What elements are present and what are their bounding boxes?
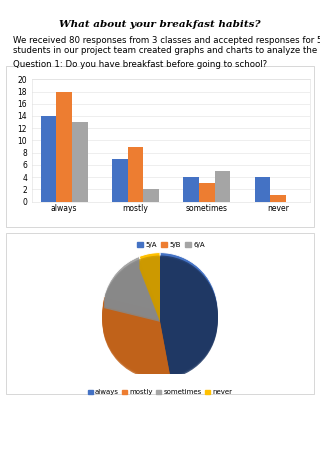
Wedge shape bbox=[104, 260, 160, 313]
Bar bbox=[199, 183, 215, 202]
Wedge shape bbox=[102, 299, 171, 371]
Wedge shape bbox=[160, 263, 218, 377]
Wedge shape bbox=[102, 305, 171, 376]
Wedge shape bbox=[104, 265, 160, 319]
Wedge shape bbox=[160, 254, 218, 368]
Bar bbox=[112, 159, 128, 202]
Bar bbox=[72, 122, 88, 202]
Bar bbox=[41, 116, 56, 202]
Text: students in our project team created graphs and charts to analyze the results in: students in our project team created gra… bbox=[13, 46, 320, 55]
Wedge shape bbox=[104, 267, 160, 320]
Wedge shape bbox=[160, 260, 218, 374]
Wedge shape bbox=[139, 254, 160, 312]
Wedge shape bbox=[102, 307, 171, 378]
Wedge shape bbox=[102, 301, 171, 372]
Wedge shape bbox=[139, 264, 160, 322]
Wedge shape bbox=[160, 253, 218, 367]
Wedge shape bbox=[104, 262, 160, 316]
Bar bbox=[183, 177, 199, 202]
Wedge shape bbox=[139, 260, 160, 318]
Wedge shape bbox=[139, 261, 160, 319]
Wedge shape bbox=[139, 255, 160, 313]
Bar bbox=[56, 92, 72, 202]
Bar bbox=[255, 177, 270, 202]
Text: We received 80 responses from 3 classes and accepted responses for 5 days. A gro: We received 80 responses from 3 classes … bbox=[13, 36, 320, 45]
Text: Question 1: Do you have breakfast before going to school?: Question 1: Do you have breakfast before… bbox=[13, 60, 267, 69]
Wedge shape bbox=[104, 256, 160, 310]
Bar bbox=[128, 146, 143, 202]
Wedge shape bbox=[160, 257, 218, 371]
Wedge shape bbox=[104, 261, 160, 315]
Wedge shape bbox=[139, 257, 160, 315]
Wedge shape bbox=[139, 263, 160, 320]
Text: What about your breakfast habits?: What about your breakfast habits? bbox=[59, 20, 261, 29]
Wedge shape bbox=[102, 308, 171, 380]
Wedge shape bbox=[160, 261, 218, 376]
Bar bbox=[215, 171, 230, 202]
Wedge shape bbox=[104, 268, 160, 322]
Wedge shape bbox=[104, 258, 160, 312]
Wedge shape bbox=[160, 264, 218, 379]
Wedge shape bbox=[139, 253, 160, 310]
Legend: always, mostly, sometimes, never: always, mostly, sometimes, never bbox=[85, 386, 235, 398]
Wedge shape bbox=[102, 302, 171, 374]
Wedge shape bbox=[160, 255, 218, 370]
Wedge shape bbox=[102, 298, 171, 369]
Legend: 5/A, 5/B, 6/A: 5/A, 5/B, 6/A bbox=[134, 239, 208, 251]
Wedge shape bbox=[104, 264, 160, 318]
Wedge shape bbox=[102, 297, 171, 368]
Wedge shape bbox=[139, 258, 160, 316]
Bar bbox=[270, 196, 286, 202]
Bar bbox=[143, 189, 159, 202]
Wedge shape bbox=[102, 304, 171, 375]
Wedge shape bbox=[160, 258, 218, 373]
